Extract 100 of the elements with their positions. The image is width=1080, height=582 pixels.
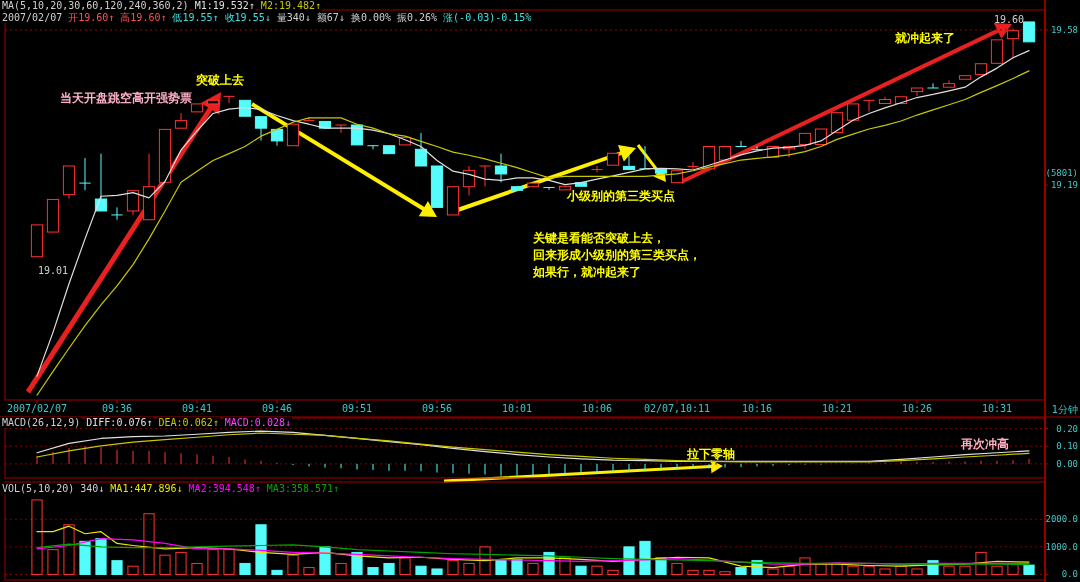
annotation: MA(5,10,20,30,60,120,240,360,2) bbox=[2, 0, 189, 11]
bar bbox=[799, 557, 811, 575]
candlestick bbox=[350, 124, 364, 146]
bar bbox=[95, 538, 107, 575]
x-tick-label: 09:36 bbox=[101, 403, 133, 414]
annotation: 2007/02/07 bbox=[2, 12, 63, 23]
bar bbox=[495, 560, 507, 575]
x-tick-label: 10:26 bbox=[901, 403, 933, 414]
candlestick bbox=[414, 132, 428, 167]
annotation: MACD(26,12,9) bbox=[2, 417, 81, 428]
annotation: 关键是看能否突破上去， bbox=[532, 231, 665, 245]
y-tick-label: 19.19 bbox=[1050, 180, 1078, 191]
candlestick bbox=[78, 157, 92, 191]
bar bbox=[319, 546, 331, 575]
candlestick bbox=[126, 190, 140, 216]
bar bbox=[31, 499, 43, 575]
annotation: 当天开盘跳空高开强势票 bbox=[60, 91, 192, 105]
annotation: 额67↓ bbox=[316, 12, 345, 23]
bar bbox=[607, 569, 619, 575]
annotation: 换0.00% bbox=[350, 12, 391, 23]
bar bbox=[847, 565, 859, 575]
candlestick bbox=[734, 140, 748, 147]
annotation: 如果行，就冲起来了 bbox=[532, 265, 641, 279]
bar bbox=[463, 562, 475, 575]
x-tick-label: 09:41 bbox=[181, 403, 213, 414]
candlestick bbox=[478, 165, 492, 188]
series-label: DEA:0.062↑ bbox=[158, 417, 219, 428]
annotation: 高19.60↑ bbox=[120, 12, 167, 23]
text: MA3:358.571↑ bbox=[266, 483, 340, 494]
candlestick bbox=[494, 153, 508, 183]
bar bbox=[719, 571, 731, 575]
bar bbox=[271, 569, 283, 575]
annotation: VOL(5,10,20) bbox=[2, 483, 75, 494]
candlestick bbox=[926, 82, 940, 89]
x-tick-label: 10:16 bbox=[741, 403, 773, 414]
x-tick-label: 10:06 bbox=[581, 403, 613, 414]
text: MA2:394.548↑ bbox=[188, 483, 261, 494]
annotation: 19.60 bbox=[993, 13, 1024, 25]
y-tick-label: 0.00 bbox=[1056, 458, 1078, 469]
annotation: 拉下零轴 bbox=[686, 447, 735, 461]
bar bbox=[255, 524, 267, 575]
bar bbox=[383, 562, 395, 575]
bar bbox=[191, 562, 203, 575]
bar bbox=[735, 567, 747, 575]
bar bbox=[943, 565, 955, 575]
x-tick-label: 09:46 bbox=[261, 403, 293, 414]
annotation: 突破上去 bbox=[195, 73, 244, 87]
text: M2:19.482↑ bbox=[260, 0, 322, 11]
bar bbox=[911, 568, 923, 575]
annotation: 小级别的第三类买点 bbox=[566, 189, 675, 203]
candlestick bbox=[222, 95, 236, 104]
candlestick bbox=[462, 165, 476, 196]
candlestick bbox=[366, 145, 380, 150]
series-label: DIFF:0.076↑ bbox=[86, 417, 153, 428]
bar bbox=[703, 569, 715, 575]
x-tick-label: 09:51 bbox=[341, 403, 373, 414]
bar bbox=[47, 549, 59, 575]
bar bbox=[959, 565, 971, 575]
candlestick bbox=[174, 112, 188, 129]
annotation: 低19.55↑ bbox=[172, 12, 219, 23]
bar bbox=[415, 565, 427, 575]
annotation: 开19.60↑ bbox=[68, 12, 115, 23]
candlestick bbox=[110, 206, 124, 221]
bar bbox=[63, 524, 75, 575]
bar bbox=[879, 568, 891, 575]
annotation: 振0.26% bbox=[396, 12, 438, 23]
x-axis-title: 1分钟 bbox=[1051, 404, 1078, 415]
candlestick bbox=[254, 116, 268, 142]
bar bbox=[447, 560, 459, 575]
annotation: 19.01 bbox=[38, 265, 69, 276]
bar bbox=[175, 551, 187, 575]
bar bbox=[575, 565, 587, 575]
bar bbox=[127, 565, 139, 575]
text: MA1:447.896↓ bbox=[110, 483, 183, 494]
bar bbox=[111, 560, 123, 575]
candlestick bbox=[622, 155, 636, 171]
annotation: 再次冲高 bbox=[960, 437, 1009, 451]
x-tick-label: 10:21 bbox=[821, 403, 853, 414]
x-tick-label: 09:56 bbox=[421, 403, 453, 414]
x-tick-label: 02/07,10:11 bbox=[643, 403, 711, 414]
bar bbox=[783, 565, 795, 575]
bar bbox=[303, 567, 315, 575]
text: M1:19.532↑ bbox=[194, 0, 255, 11]
bar bbox=[639, 540, 651, 575]
bar bbox=[399, 557, 411, 575]
candlestick bbox=[334, 124, 348, 134]
bar bbox=[223, 549, 235, 575]
bar bbox=[239, 562, 251, 575]
candlestick bbox=[910, 87, 924, 97]
candlestick bbox=[94, 153, 108, 212]
candlestick bbox=[862, 99, 876, 112]
y-tick-label: 2000.0 bbox=[1045, 514, 1078, 525]
candlestick bbox=[990, 39, 1004, 64]
y-tick-label: 0.0 bbox=[1061, 569, 1078, 580]
bar bbox=[991, 565, 1003, 575]
bar bbox=[687, 569, 699, 575]
bar bbox=[863, 565, 875, 575]
bar bbox=[559, 557, 571, 575]
bar bbox=[767, 568, 779, 575]
annotation: 收19.55↓ bbox=[224, 12, 271, 23]
